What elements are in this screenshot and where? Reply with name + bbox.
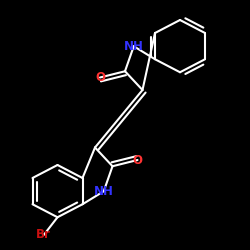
Text: Br: Br <box>36 228 51 241</box>
Text: O: O <box>95 71 105 84</box>
Text: O: O <box>132 154 142 166</box>
Text: NH: NH <box>94 185 114 198</box>
Text: NH: NH <box>124 40 144 53</box>
